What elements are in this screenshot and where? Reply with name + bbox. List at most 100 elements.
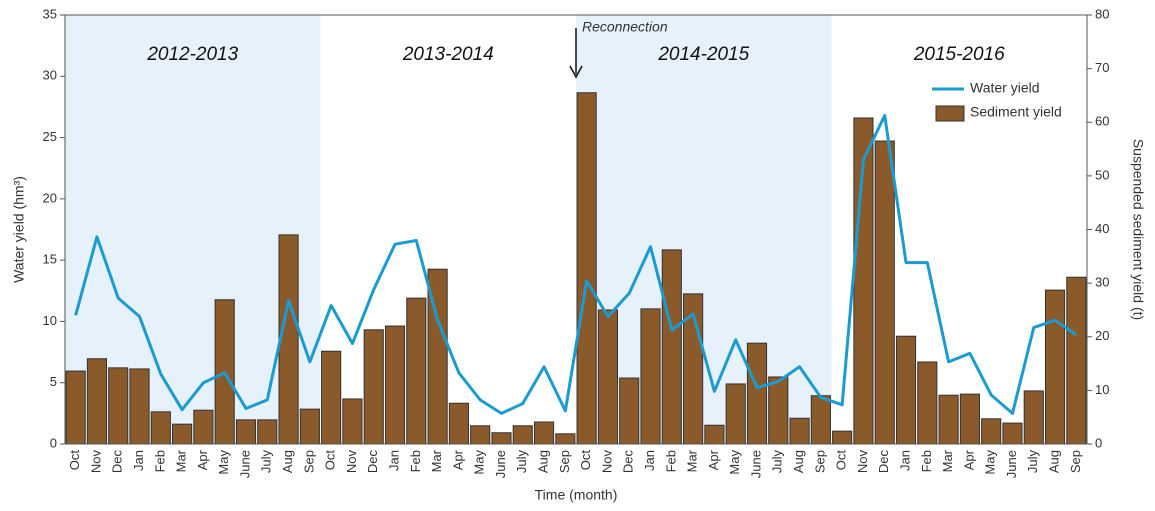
x-tick-label: Oct [834,450,849,471]
annotation: Reconnection [582,19,668,35]
y-tick-label: 0 [50,435,57,450]
bar [257,419,278,445]
x-tick-label: Aug [1047,450,1062,473]
period-label: 2014-2015 [657,44,749,65]
bar [640,308,661,445]
y2-axis-title: Suspended sediment yield (t) [1130,139,1146,320]
x-tick-label: Dec [876,450,891,474]
y-tick-label: 15 [43,252,57,267]
y-tick-label: 30 [43,68,57,83]
legend-label: Water yield [970,80,1040,96]
bar [108,367,129,445]
bar [512,425,533,445]
legend-label: Sediment yield [970,104,1062,120]
x-tick-label: Nov [88,450,103,474]
y2-tick-label: 30 [1095,275,1109,290]
y2-tick-label: 10 [1095,382,1109,397]
bar [533,421,555,445]
bar [704,424,725,445]
annotation-arrowhead [569,65,583,79]
bar [321,350,342,445]
x-tick-label: Feb [919,450,934,472]
x-tick-label: Sep [812,450,827,473]
line [74,114,1078,415]
bar [555,433,576,445]
bar [491,432,512,445]
x-tick-label: Jan [897,450,912,471]
x-tick-label: Feb [408,450,423,472]
x-tick-label: June [1004,450,1019,478]
bar [448,402,469,445]
period-label: 2015-2016 [913,44,1005,65]
bar [661,249,682,445]
bar [278,234,299,445]
y-axis-title: Water yield (hm³) [11,176,27,283]
x-tick-label: Apr [961,449,976,470]
x-tick-label: Jan [642,450,657,471]
y2-tick-label: 40 [1095,221,1109,236]
x-tick-label: June [237,450,252,478]
x-tick-label: Mar [429,449,444,472]
x-tick-label: Feb [152,450,167,472]
x-tick-label: May [727,450,742,475]
x-tick-label: Aug [791,450,806,473]
y-tick-label: 10 [43,313,57,328]
bar [981,418,1002,445]
x-tick-label: Apr [450,449,465,470]
x-tick-label: May [983,450,998,475]
bar [172,423,193,445]
x-tick-label: Jan [386,450,401,471]
bar [193,409,214,445]
x-tick-label: Aug [536,450,551,473]
x-axis-title: Time (month) [535,487,618,503]
period-label: 2012-2013 [146,44,238,65]
x-tick-label: Jan [131,450,146,471]
bar [384,325,406,445]
y-tick-label: 25 [43,129,57,144]
bar [1066,276,1087,445]
bar [65,370,86,445]
bar [725,383,746,445]
x-tick-label: Dec [621,450,636,474]
x-tick-label: June [748,450,763,478]
bar [789,417,810,445]
x-tick-label: Aug [280,450,295,473]
bar [874,140,895,445]
x-tick-label: Oct [323,450,338,471]
x-tick-label: Feb [663,450,678,472]
bar [150,411,171,445]
bar [959,393,980,445]
x-tick-label: July [1025,450,1040,474]
y2-tick-label: 60 [1095,114,1109,129]
bar [363,329,384,445]
y-tick-label: 35 [43,6,57,21]
x-tick-label: Oct [578,450,593,471]
x-tick-label: July [514,450,529,474]
y2-tick-label: 50 [1095,167,1109,182]
bar [342,398,363,445]
legend-swatch [935,105,965,122]
x-tick-label: Nov [599,450,614,474]
bar [917,361,938,445]
bar [832,430,853,445]
x-tick-label: Mar [685,449,700,472]
bar [895,335,917,445]
period-shade [65,15,321,444]
y-tick-label: 20 [43,190,57,205]
bar [746,342,768,445]
y-tick-label: 5 [50,374,57,389]
x-tick-label: Sep [557,450,572,473]
x-tick-label: May [216,450,231,475]
bar [1023,390,1044,445]
plot-frame [64,14,1088,445]
bar [576,92,597,445]
x-tick-label: Nov [344,450,359,474]
x-tick-label: Mar [174,449,189,472]
bar [86,358,108,445]
bar [406,297,427,445]
x-tick-label: Sep [301,450,316,473]
bar [470,425,491,445]
x-tick-label: Dec [110,450,125,474]
